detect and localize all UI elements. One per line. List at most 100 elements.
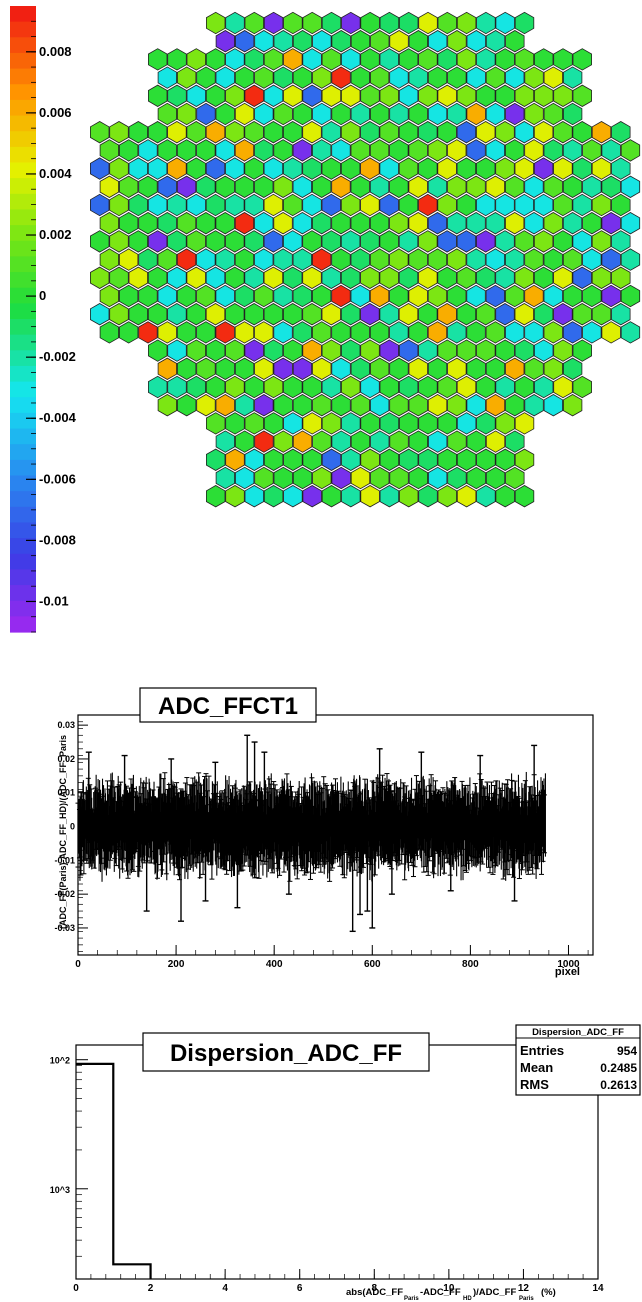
hex-pixel — [485, 430, 506, 453]
hex-pixel — [553, 339, 573, 362]
hex-pixel — [321, 375, 342, 399]
hex-pixel — [428, 430, 448, 453]
hex-pixel — [147, 121, 168, 144]
hex-pixel — [620, 175, 641, 198]
hex-pixel — [466, 430, 486, 453]
hex-pixel — [524, 139, 544, 162]
hex-pixel — [205, 266, 226, 289]
hex-pixel — [524, 321, 544, 344]
hex-pixel — [225, 339, 245, 362]
hex-pixel — [205, 84, 226, 107]
hex-pixel — [138, 212, 158, 235]
hex-pixel — [476, 230, 496, 253]
hex-pixel — [244, 121, 264, 144]
hex-pixel — [321, 11, 342, 35]
hex-pixel — [553, 157, 573, 180]
hex-pixel — [562, 212, 583, 235]
hex-pixel — [379, 448, 400, 471]
hex-pixel — [263, 193, 284, 217]
hex-pixel — [312, 30, 332, 53]
x-tick-label: 2 — [148, 1283, 154, 1294]
hex-pixel — [533, 266, 554, 289]
hex-pixel — [505, 430, 525, 453]
x-axis-label: pixel — [555, 966, 580, 978]
hex-pixel — [562, 248, 583, 271]
hex-pixel — [312, 466, 332, 490]
hex-pixel — [370, 30, 390, 53]
hex-pixel — [534, 375, 554, 399]
hex-pixel — [466, 321, 486, 344]
hex-pixel — [485, 394, 506, 417]
hex-pixel — [447, 321, 467, 344]
hex-pixel — [514, 84, 535, 107]
hex-pixel — [524, 394, 544, 417]
hex-pixel — [215, 466, 235, 490]
hex-pixel — [234, 394, 255, 417]
hex-pixel — [379, 193, 399, 217]
hex-pixel — [225, 375, 245, 399]
hex-pixel — [119, 321, 139, 344]
hex-pixel — [514, 266, 534, 289]
hex-pixel — [360, 303, 380, 326]
hex-pixel — [505, 66, 525, 89]
hex-pixel — [418, 266, 438, 289]
hex-pixel — [167, 157, 187, 180]
hex-pixel — [302, 157, 322, 180]
hex-pixel — [456, 448, 477, 471]
hex-pixel — [157, 321, 177, 344]
hex-pixel — [437, 157, 457, 180]
hex-pixel — [263, 485, 284, 508]
hex-pixel — [283, 303, 303, 326]
hex-pixel — [562, 139, 583, 162]
hex-pixel — [543, 321, 563, 344]
svg-text:)/ADC_FF: )/ADC_FF — [473, 1287, 516, 1298]
hex-pixel — [263, 48, 284, 71]
hex-pixel — [302, 11, 322, 35]
hex-pixel — [206, 448, 226, 471]
hex-pixel — [90, 157, 110, 180]
svg-text:Paris: Paris — [519, 1296, 534, 1302]
hex-pixel — [533, 157, 554, 180]
hex-pixel — [292, 284, 312, 308]
hex-pixel — [312, 284, 332, 308]
y-tick-label: -0.01 — [54, 855, 75, 865]
hex-pixel — [215, 212, 235, 235]
hex-pixel — [302, 412, 322, 435]
hex-pixel — [263, 303, 284, 326]
hex-pixel — [543, 357, 563, 380]
hex-pixel — [379, 485, 400, 508]
hex-pixel — [370, 430, 390, 453]
hex-pixel — [234, 284, 255, 308]
hex-pixel — [321, 84, 342, 107]
hex-pixel — [263, 157, 284, 180]
hex-pixel — [205, 375, 226, 399]
hex-pixel — [177, 66, 197, 89]
hex-pixel — [292, 321, 312, 344]
hex-pixel — [341, 48, 361, 71]
hex-pixel — [321, 448, 342, 471]
hex-pixel — [418, 485, 438, 508]
y-tick-label: -0.03 — [54, 923, 75, 933]
hex-pixel — [418, 84, 438, 107]
hex-pixel — [620, 248, 641, 271]
hex-pixel — [321, 193, 341, 217]
hex-pixel — [485, 212, 505, 235]
hex-pixel — [244, 230, 264, 253]
hex-pixel — [157, 66, 177, 89]
hex-pixel — [99, 139, 119, 162]
hex-pixel — [321, 266, 341, 289]
hex-pixel — [495, 303, 515, 326]
hex-pixel — [331, 284, 351, 308]
hex-pixel — [176, 248, 197, 271]
colorbar-segment — [10, 272, 36, 289]
hex-pixel — [591, 230, 612, 253]
hex-pixel — [225, 266, 245, 289]
hex-pixel — [148, 375, 168, 399]
hex-pixel — [283, 230, 303, 253]
hex-pixel — [418, 230, 438, 253]
hex-pixel — [543, 394, 563, 417]
colorbar-segment — [10, 68, 36, 85]
hex-pixel — [533, 230, 554, 253]
hex-pixel — [283, 339, 303, 362]
colorbar-segment — [10, 225, 36, 242]
